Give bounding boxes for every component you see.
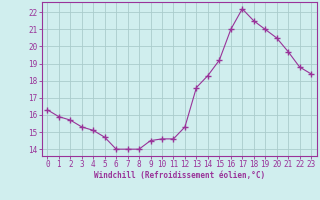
X-axis label: Windchill (Refroidissement éolien,°C): Windchill (Refroidissement éolien,°C) [94,171,265,180]
